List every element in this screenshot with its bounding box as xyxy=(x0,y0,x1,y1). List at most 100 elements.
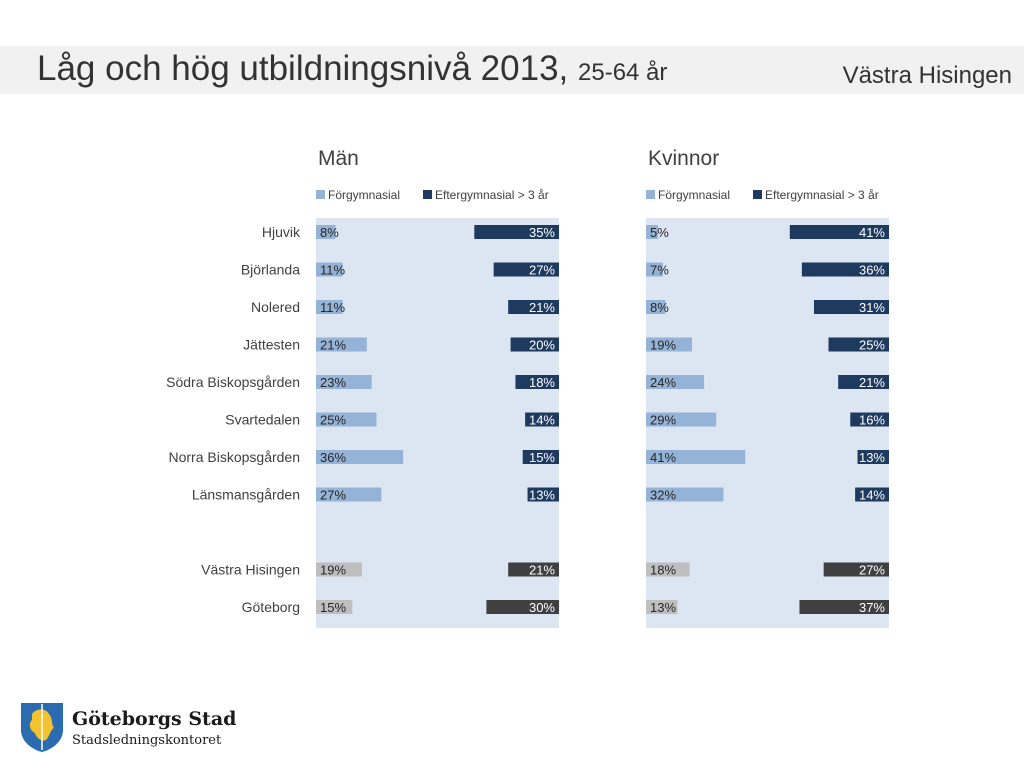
data-label-forgymnasial: 41% xyxy=(650,450,676,465)
bar-eftergymnasial xyxy=(508,562,559,577)
data-label-forgymnasial: 19% xyxy=(320,563,346,578)
chart-panel-man: Män Förgymnasial Eftergymnasial > 3 år Hjuv… xyxy=(166,147,559,628)
data-label-eftergymnasial: 15% xyxy=(529,450,555,465)
bar-eftergymnasial xyxy=(522,450,559,464)
data-label-forgymnasial: 25% xyxy=(320,413,346,428)
bar-forgymnasial xyxy=(316,337,367,352)
category-label: Norra Biskopsgården xyxy=(168,449,300,465)
data-label-eftergymnasial: 30% xyxy=(529,600,555,615)
org-name: Göteborgs Stad xyxy=(72,708,237,730)
category-label: Göteborg xyxy=(242,599,300,615)
bar-eftergymnasial xyxy=(493,262,559,277)
data-label-eftergymnasial: 16% xyxy=(859,413,885,428)
data-label-eftergymnasial: 20% xyxy=(529,338,555,353)
bar-eftergymnasial xyxy=(486,600,559,614)
bar-eftergymnasial xyxy=(508,300,559,314)
bar-eftergymnasial xyxy=(799,600,889,614)
legend-swatch-low xyxy=(646,190,655,199)
legend-label-low: Förgymnasial xyxy=(328,188,400,202)
category-label: Länsmansgården xyxy=(192,487,300,503)
legend-label-high: Eftergymnasial > 3 år xyxy=(435,188,549,202)
bar-eftergymnasial xyxy=(828,337,889,352)
data-label-eftergymnasial: 18% xyxy=(529,375,555,390)
bar-forgymnasial xyxy=(646,337,692,352)
data-label-eftergymnasial: 21% xyxy=(859,375,885,390)
data-label-forgymnasial: 11% xyxy=(320,263,345,278)
data-label-eftergymnasial: 21% xyxy=(529,300,555,315)
bar-forgymnasial xyxy=(316,487,382,502)
bar-forgymnasial xyxy=(316,562,362,577)
bar-eftergymnasial xyxy=(525,412,559,427)
bar-eftergymnasial xyxy=(838,375,889,389)
data-label-eftergymnasial: 21% xyxy=(529,563,555,578)
data-label-forgymnasial: 36% xyxy=(320,450,346,465)
bar-eftergymnasial xyxy=(813,300,889,314)
bar-forgymnasial xyxy=(316,300,343,314)
data-label-forgymnasial: 21% xyxy=(320,338,346,353)
data-label-eftergymnasial: 41% xyxy=(859,225,885,240)
bar-forgymnasial xyxy=(646,375,705,389)
panel-title: Män xyxy=(318,147,359,170)
bar-eftergymnasial xyxy=(857,450,889,464)
bar-eftergymnasial xyxy=(855,487,889,502)
category-label: Jättesten xyxy=(243,337,300,353)
data-label-forgymnasial: 18% xyxy=(650,563,676,578)
data-label-forgymnasial: 24% xyxy=(650,375,676,390)
page-title: Låg och hög utbildningsnivå 2013, 25-64 … xyxy=(37,49,667,89)
bar-forgymnasial xyxy=(316,262,343,277)
bar-eftergymnasial xyxy=(789,225,889,239)
data-label-eftergymnasial: 37% xyxy=(859,600,885,615)
data-label-forgymnasial: 32% xyxy=(650,488,676,503)
goteborg-logo xyxy=(21,703,63,752)
bar-forgymnasial xyxy=(646,562,690,577)
legend-label-high: Eftergymnasial > 3 år xyxy=(765,188,879,202)
bar-eftergymnasial xyxy=(801,262,889,277)
legend-swatch-high xyxy=(753,190,762,199)
data-label-eftergymnasial: 14% xyxy=(859,488,885,503)
data-label-forgymnasial: 7% xyxy=(650,263,669,278)
title-bar xyxy=(0,46,1024,94)
data-label-eftergymnasial: 35% xyxy=(529,225,555,240)
data-label-forgymnasial: 27% xyxy=(320,488,346,503)
data-label-eftergymnasial: 25% xyxy=(859,338,885,353)
page-subtitle: 25-64 år xyxy=(578,59,668,86)
data-label-forgymnasial: 8% xyxy=(650,300,669,315)
data-label-forgymnasial: 5% xyxy=(650,225,669,240)
bar-forgymnasial xyxy=(316,450,404,464)
bar-eftergymnasial xyxy=(510,337,559,352)
category-label: Nolered xyxy=(251,299,300,315)
region-name: Västra Hisingen xyxy=(842,62,1012,89)
panel-title: Kvinnor xyxy=(648,147,719,170)
page-title-main: Låg och hög utbildningsnivå 2013, xyxy=(37,49,569,88)
category-label: Västra Hisingen xyxy=(201,562,300,578)
bar-forgymnasial xyxy=(316,375,372,389)
data-label-eftergymnasial: 27% xyxy=(859,563,885,578)
data-label-forgymnasial: 13% xyxy=(650,600,676,615)
data-label-eftergymnasial: 36% xyxy=(859,263,885,278)
bar-forgymnasial xyxy=(646,450,746,464)
bar-eftergymnasial xyxy=(515,375,559,389)
bar-eftergymnasial xyxy=(474,225,559,239)
category-label: Svartedalen xyxy=(225,412,300,428)
chart-panel-kvinnor: Kvinnor Förgymnasial Eftergymnasial > 3 år… xyxy=(646,147,889,628)
bar-forgymnasial xyxy=(646,300,666,314)
data-label-forgymnasial: 23% xyxy=(320,375,346,390)
bar-forgymnasial xyxy=(646,262,663,277)
data-label-forgymnasial: 11% xyxy=(320,300,345,315)
legend-swatch-high xyxy=(423,190,432,199)
bar-forgymnasial xyxy=(646,412,717,427)
legend-swatch-low xyxy=(316,190,325,199)
data-label-forgymnasial: 8% xyxy=(320,225,339,240)
bar-eftergymnasial xyxy=(527,487,559,502)
bar-forgymnasial xyxy=(316,225,336,239)
bar-forgymnasial xyxy=(316,600,353,614)
data-label-forgymnasial: 19% xyxy=(650,338,676,353)
bar-eftergymnasial xyxy=(850,412,889,427)
category-label: Södra Biskopsgården xyxy=(166,374,300,390)
data-label-eftergymnasial: 13% xyxy=(859,450,885,465)
data-label-forgymnasial: 29% xyxy=(650,413,676,428)
data-label-eftergymnasial: 27% xyxy=(529,263,555,278)
bar-forgymnasial xyxy=(316,412,377,427)
department-name: Stadsledningskontoret xyxy=(72,733,222,748)
data-label-eftergymnasial: 14% xyxy=(529,413,555,428)
